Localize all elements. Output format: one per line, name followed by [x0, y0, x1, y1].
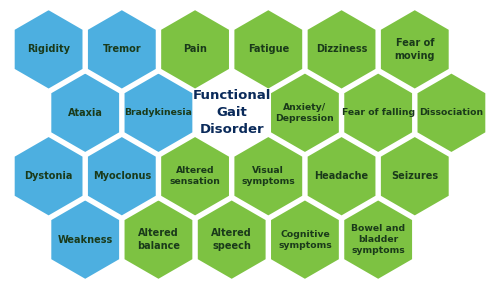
Text: Visual
symptoms: Visual symptoms [242, 166, 295, 186]
Text: Tremor: Tremor [102, 44, 141, 54]
Polygon shape [196, 199, 267, 280]
Polygon shape [380, 136, 450, 217]
Polygon shape [233, 9, 304, 90]
Polygon shape [343, 72, 413, 153]
Polygon shape [50, 199, 120, 280]
Text: Ataxia: Ataxia [68, 108, 102, 118]
Polygon shape [160, 9, 230, 90]
Text: Altered
balance: Altered balance [137, 228, 180, 251]
Polygon shape [124, 199, 194, 280]
Text: Weakness: Weakness [58, 235, 113, 245]
Polygon shape [14, 136, 84, 217]
Polygon shape [86, 136, 157, 217]
Text: Headache: Headache [314, 171, 368, 181]
Polygon shape [306, 136, 376, 217]
Text: Bowel and
bladder
symptoms: Bowel and bladder symptoms [351, 224, 405, 255]
Text: Rigidity: Rigidity [27, 44, 70, 54]
Polygon shape [306, 9, 376, 90]
Text: Fear of
moving: Fear of moving [394, 38, 435, 61]
Polygon shape [270, 199, 340, 280]
Polygon shape [416, 72, 486, 153]
Polygon shape [124, 72, 194, 153]
Text: Fatigue: Fatigue [248, 44, 289, 54]
Text: Myoclonus: Myoclonus [92, 171, 151, 181]
Text: Cognitive
symptoms: Cognitive symptoms [278, 229, 332, 250]
Polygon shape [270, 72, 340, 153]
Text: Pain: Pain [183, 44, 207, 54]
Polygon shape [233, 136, 304, 217]
Text: Altered
speech: Altered speech [212, 228, 252, 251]
Polygon shape [50, 72, 120, 153]
Polygon shape [343, 199, 413, 280]
Text: Altered
sensation: Altered sensation [170, 166, 220, 186]
Text: Dystonia: Dystonia [24, 171, 73, 181]
Text: Bradykinesia: Bradykinesia [124, 108, 192, 117]
Polygon shape [86, 9, 157, 90]
Text: Functional
Gait
Disorder: Functional Gait Disorder [192, 89, 271, 136]
Text: Dizziness: Dizziness [316, 44, 367, 54]
Polygon shape [14, 9, 84, 90]
Polygon shape [160, 136, 230, 217]
Text: Fear of falling: Fear of falling [342, 108, 414, 117]
Text: Anxiety/
Depression: Anxiety/ Depression [276, 103, 334, 123]
Text: Seizures: Seizures [391, 171, 438, 181]
Polygon shape [380, 9, 450, 90]
Text: Dissociation: Dissociation [420, 108, 484, 117]
